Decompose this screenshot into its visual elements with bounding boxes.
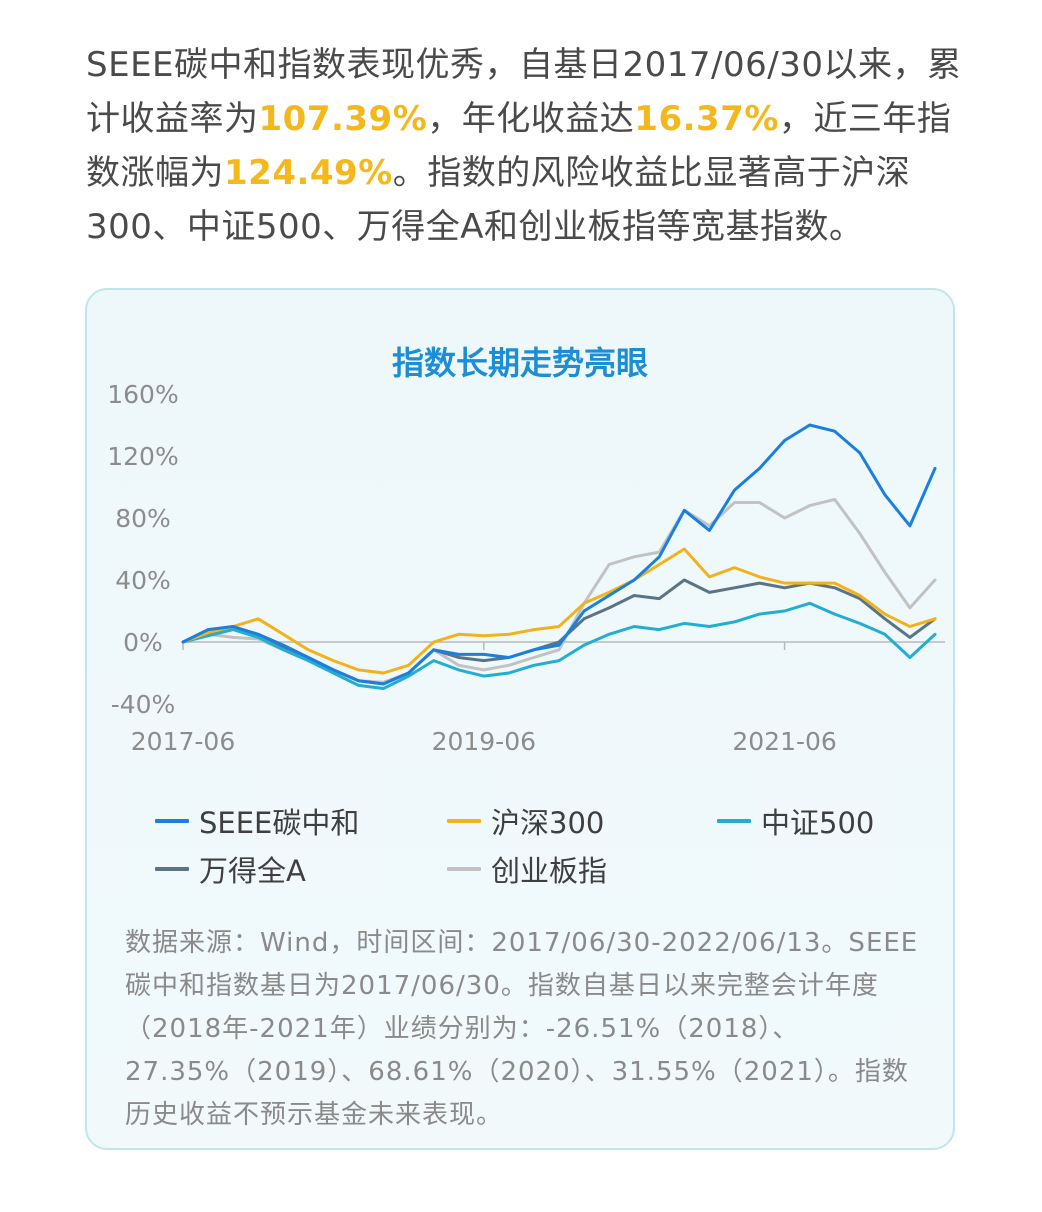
legend-swatch	[717, 819, 751, 823]
x-tick-label: 2021-06	[732, 727, 836, 756]
legend-swatch	[155, 819, 189, 823]
legend-label: 沪深300	[491, 806, 605, 840]
x-tick-label: 2019-06	[432, 727, 536, 756]
x-tick-label: 2017-06	[131, 727, 235, 756]
legend-swatch	[447, 867, 481, 871]
series-line-3	[181, 601, 937, 690]
cumulative-return-value: 107.39%	[258, 99, 428, 139]
legend-label: 中证500	[761, 806, 875, 840]
chart-legend: SEEE碳中和 沪深300 中证500 万得全A 创业板指	[155, 800, 945, 910]
series-line-1	[181, 423, 937, 686]
legend-swatch	[155, 867, 189, 871]
intro-text-4: 。指数的风险收益比显著高于沪深300、中证500、万得全A和创业板指等宽基指数。	[86, 153, 911, 247]
y-tick-label: -40%	[111, 690, 176, 719]
series-line-2	[181, 547, 937, 675]
y-tick-label: 160%	[107, 380, 178, 409]
series-line-4	[181, 578, 937, 686]
legend-item: 沪深300	[447, 800, 604, 842]
chart-card: 160% 120% 80% 40% 0% -40% 2017-06 2019-06 2021-0…	[85, 288, 955, 1150]
three-year-gain-value: 124.49%	[224, 153, 393, 193]
y-tick-label: 80%	[115, 504, 171, 533]
legend-swatch	[447, 819, 481, 823]
intro-text-2: ，年化收益达	[427, 99, 635, 139]
legend-item: 万得全A	[155, 848, 306, 890]
legend-label: 创业板指	[491, 854, 608, 888]
intro-text-3: ，近三年指数涨幅为	[86, 99, 952, 193]
chart-title: 指数长期走势亮眼	[391, 344, 648, 382]
line-chart: 160% 120% 80% 40% 0% -40% 2017-06 2019-06 2021-0…	[107, 380, 945, 756]
y-tick-label: 0%	[123, 628, 163, 657]
data-source-note: 数据来源：Wind，时间区间：2017/06/30-2022/06/13。SEE…	[125, 928, 919, 1130]
intro-paragraph: SEEE碳中和指数表现优秀，自基日2017/06/30以来，累计收益率为107.…	[86, 38, 966, 254]
legend-label: SEEE碳中和	[199, 806, 360, 840]
legend-item: SEEE碳中和	[155, 800, 359, 842]
legend-label: 万得全A	[199, 854, 306, 888]
legend-item: 创业板指	[447, 848, 607, 890]
intro-text-1: SEEE碳中和指数表现优秀，自基日2017/06/30以来，累计收益率为	[86, 45, 962, 139]
annualized-return-value: 16.37%	[634, 99, 779, 139]
y-tick-label: 120%	[107, 442, 178, 471]
legend-item: 中证500	[717, 800, 874, 842]
y-tick-label: 40%	[115, 566, 171, 595]
